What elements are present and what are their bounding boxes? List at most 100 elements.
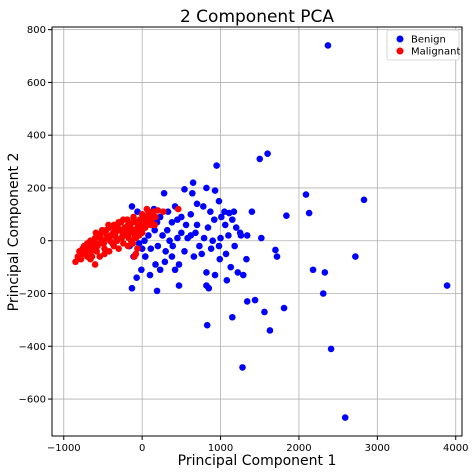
y-tick-label: 0	[40, 236, 46, 247]
y-tick-label: −200	[19, 289, 46, 300]
benign-point	[168, 253, 176, 260]
benign-point	[164, 208, 172, 216]
benign-point	[207, 245, 215, 252]
benign-point	[324, 42, 332, 49]
benign-point	[239, 271, 247, 279]
benign-point	[234, 269, 242, 276]
malignant-point	[130, 213, 137, 221]
benign-point	[184, 234, 191, 242]
benign-point	[243, 232, 251, 239]
benign-point	[243, 255, 250, 263]
benign-point	[443, 282, 451, 289]
malignant-point	[160, 208, 167, 216]
benign-point	[200, 234, 208, 242]
malignant-point	[87, 247, 95, 255]
malignant-point	[92, 229, 100, 237]
benign-point	[225, 232, 232, 239]
x-axis-label: Principal Component 1	[178, 453, 337, 469]
benign-point	[175, 261, 183, 268]
benign-point	[166, 237, 173, 245]
benign-point	[266, 327, 274, 334]
benign-point	[309, 266, 317, 274]
malignant-point	[129, 240, 137, 247]
malignant-point	[112, 234, 120, 242]
malignant-point	[152, 213, 159, 221]
chart-title: 2 Component PCA	[180, 7, 334, 27]
benign-point	[128, 203, 136, 210]
malignant-point	[132, 250, 140, 258]
x-tick-label: 3000	[365, 443, 390, 454]
benign-point	[128, 284, 136, 292]
benign-point	[215, 197, 223, 205]
benign-point	[147, 245, 155, 252]
benign-point	[251, 296, 259, 304]
series-malignant	[72, 205, 182, 268]
malignant-point	[174, 205, 182, 213]
benign-point	[187, 211, 195, 218]
y-tick-label: 400	[27, 131, 46, 142]
benign-point	[227, 263, 235, 271]
benign-point	[133, 274, 140, 281]
benign-point	[216, 255, 224, 263]
benign-point	[203, 321, 211, 329]
malignant-point	[106, 237, 114, 245]
malignant-point	[127, 224, 134, 231]
benign-point	[163, 226, 171, 234]
benign-point	[203, 184, 210, 192]
x-tick-label: 4000	[443, 443, 468, 454]
benign-point	[152, 261, 159, 268]
malignant-point	[100, 240, 108, 247]
benign-point	[222, 250, 230, 258]
malignant-point	[115, 245, 122, 252]
x-tick-label: 2000	[286, 443, 311, 454]
benign-point	[283, 212, 290, 219]
benign-point	[256, 155, 264, 163]
benign-point	[215, 242, 223, 250]
legend-marker-benign	[396, 35, 404, 43]
benign-point	[360, 196, 368, 204]
malignant-point	[138, 226, 145, 234]
benign-point	[258, 234, 265, 242]
benign-point	[160, 189, 168, 197]
y-axis-ticks: −600 −400 −200 0 200 400 600 800	[19, 25, 52, 406]
malignant-point	[122, 224, 129, 231]
x-tick-label: 0	[139, 443, 145, 454]
benign-point	[229, 313, 236, 321]
legend-marker-malignant	[396, 47, 404, 55]
benign-point	[181, 247, 188, 255]
legend-label-benign: Benign	[411, 35, 446, 46]
benign-point	[203, 269, 210, 276]
benign-point	[221, 221, 229, 229]
malignant-point	[133, 218, 140, 226]
malignant-point	[91, 261, 99, 268]
benign-point	[175, 282, 183, 289]
benign-point	[196, 242, 203, 250]
benign-point	[189, 179, 197, 186]
malignant-point	[120, 229, 128, 237]
y-tick-label: 200	[27, 183, 46, 194]
benign-point	[141, 237, 148, 245]
benign-point	[239, 364, 246, 371]
malignant-point	[79, 245, 86, 252]
malignant-point	[72, 258, 79, 266]
malignant-point	[103, 232, 111, 239]
legend: Benign Malignant	[386, 29, 460, 61]
benign-point	[210, 216, 218, 223]
y-tick-label: 800	[27, 25, 46, 36]
plot-frame	[51, 26, 463, 437]
malignant-point	[77, 255, 85, 263]
y-tick-label: −400	[19, 342, 46, 353]
benign-point	[141, 253, 149, 260]
data-points	[72, 42, 451, 421]
benign-point	[193, 200, 201, 208]
benign-point	[159, 232, 166, 239]
benign-point	[218, 213, 225, 221]
benign-point	[156, 213, 164, 221]
x-tick-label: 1000	[208, 443, 233, 454]
benign-point	[138, 245, 146, 252]
benign-point	[192, 229, 199, 237]
benign-point	[135, 240, 143, 247]
y-tick-label: 600	[27, 78, 46, 89]
benign-point	[162, 247, 169, 255]
benign-point	[319, 290, 327, 297]
